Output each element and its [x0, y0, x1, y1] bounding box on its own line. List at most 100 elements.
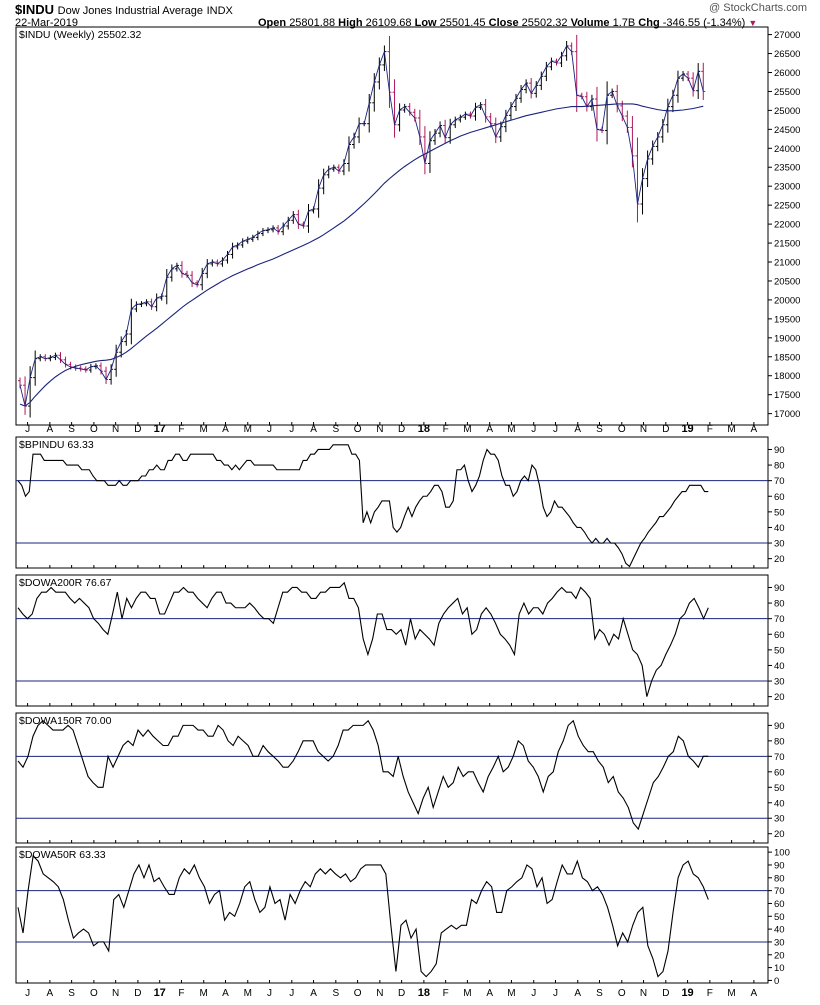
x-tick-label: J — [289, 988, 294, 999]
x-tick-label: F — [443, 424, 449, 435]
x-tick-label: J — [267, 988, 272, 999]
x-tick-label: F — [178, 988, 184, 999]
x-tick-label: M — [244, 988, 252, 999]
y-tick-label: 25000 — [774, 106, 800, 117]
x-tick-label: O — [354, 988, 362, 999]
y-tick-label: 26500 — [774, 49, 800, 60]
y-tick-label: 70 — [774, 752, 785, 763]
x-tick-label: O — [90, 988, 98, 999]
copyright-text: @ StockCharts.com — [709, 2, 807, 14]
x-tick-label: A — [47, 424, 54, 435]
y-tick-label: 50 — [774, 912, 785, 923]
y-tick-label: 40 — [774, 798, 785, 809]
y-tick-label: 22500 — [774, 201, 800, 212]
x-tick-label: J — [25, 424, 30, 435]
indicator-title: $BPINDU 63.33 — [19, 439, 94, 451]
y-tick-label: 20 — [774, 554, 785, 565]
x-tick-label: D — [134, 424, 141, 435]
moving-average-line — [19, 103, 704, 407]
y-tick-label: 0 — [774, 976, 779, 987]
x-tick-label: M — [507, 988, 515, 999]
y-tick-label: 20500 — [774, 276, 800, 287]
x-tick-label: N — [112, 988, 119, 999]
y-tick-label: 27000 — [774, 30, 800, 41]
x-tick-label: O — [90, 424, 98, 435]
x-tick-label: N — [640, 988, 647, 999]
y-tick-label: 20000 — [774, 295, 800, 306]
x-tick-label: O — [354, 424, 362, 435]
x-tick-label: 18 — [418, 423, 430, 435]
x-tick-label: A — [310, 988, 317, 999]
volume-label: Volume — [570, 17, 610, 29]
x-tick-label: A — [486, 424, 493, 435]
chg-value: -346.55 (-1.34%) — [662, 17, 746, 29]
x-tick-label: D — [662, 988, 669, 999]
x-tick-label: F — [707, 988, 713, 999]
x-tick-label: D — [662, 424, 669, 435]
x-tick-label: N — [112, 424, 119, 435]
panel-border — [15, 574, 769, 707]
x-tick-label: M — [727, 988, 735, 999]
x-tick-label: S — [332, 424, 339, 435]
header-date: 22-Mar-2019 — [15, 17, 78, 29]
x-tick-label: A — [574, 424, 581, 435]
y-tick-label: 70 — [774, 614, 785, 625]
open-value: 25801.88 — [289, 17, 336, 29]
x-tick-label: F — [443, 988, 449, 999]
y-tick-label: 20 — [774, 692, 785, 703]
y-tick-label: 18500 — [774, 352, 800, 363]
y-tick-label: 40 — [774, 925, 785, 936]
x-tick-label: F — [707, 424, 713, 435]
x-tick-label: A — [310, 424, 317, 435]
low-label: Low — [414, 17, 437, 29]
x-tick-label: J — [553, 988, 558, 999]
y-tick-label: 21000 — [774, 258, 800, 269]
x-tick-label: M — [463, 424, 471, 435]
x-tick-label: J — [267, 424, 272, 435]
indicator-line — [17, 719, 709, 831]
x-tick-label: 19 — [681, 987, 693, 999]
y-tick-label: 70 — [774, 476, 785, 487]
y-tick-label: 26000 — [774, 68, 800, 79]
x-tick-label: F — [178, 424, 184, 435]
y-tick-label: 80 — [774, 736, 785, 747]
close-value: 25502.32 — [521, 17, 568, 29]
y-tick-label: 19000 — [774, 333, 800, 344]
x-tick-label: 18 — [418, 987, 430, 999]
x-tick-label: J — [289, 424, 294, 435]
panel-border — [15, 846, 769, 984]
x-tick-label: S — [332, 988, 339, 999]
x-tick-label: A — [47, 988, 54, 999]
y-tick-label: 60 — [774, 630, 785, 641]
y-tick-label: 40 — [774, 523, 785, 534]
x-tick-label: N — [376, 424, 383, 435]
y-tick-label: 90 — [774, 860, 785, 871]
index-name: Dow Jones Industrial Average — [57, 5, 203, 17]
x-tick-label: A — [222, 424, 229, 435]
x-tick-label: O — [618, 424, 626, 435]
indicator-title: $DOWA50R 63.33 — [19, 849, 106, 861]
y-tick-label: 100 — [774, 848, 790, 859]
x-tick-label: M — [200, 424, 208, 435]
price-legend: $INDU (Weekly) 25502.32 — [19, 29, 142, 41]
x-tick-label: N — [640, 424, 647, 435]
y-tick-label: 60 — [774, 492, 785, 503]
volume-value: 1.7B — [612, 17, 636, 29]
header-symbol-line: $INDU Dow Jones Industrial Average INDX — [15, 2, 233, 17]
y-tick-label: 25500 — [774, 87, 800, 98]
close-label: Close — [488, 17, 519, 29]
x-tick-label: O — [618, 988, 626, 999]
y-tick-label: 23500 — [774, 163, 800, 174]
x-tick-label: D — [398, 424, 405, 435]
y-tick-label: 30 — [774, 677, 785, 688]
x-tick-label: S — [68, 424, 75, 435]
low-value: 25501.45 — [439, 17, 486, 29]
y-tick-label: 50 — [774, 645, 785, 656]
x-tick-label: A — [751, 424, 758, 435]
panel-border — [15, 26, 769, 426]
y-tick-label: 21500 — [774, 239, 800, 250]
y-tick-label: 20 — [774, 829, 785, 840]
y-tick-label: 40 — [774, 661, 785, 672]
indicator-line — [17, 854, 709, 978]
